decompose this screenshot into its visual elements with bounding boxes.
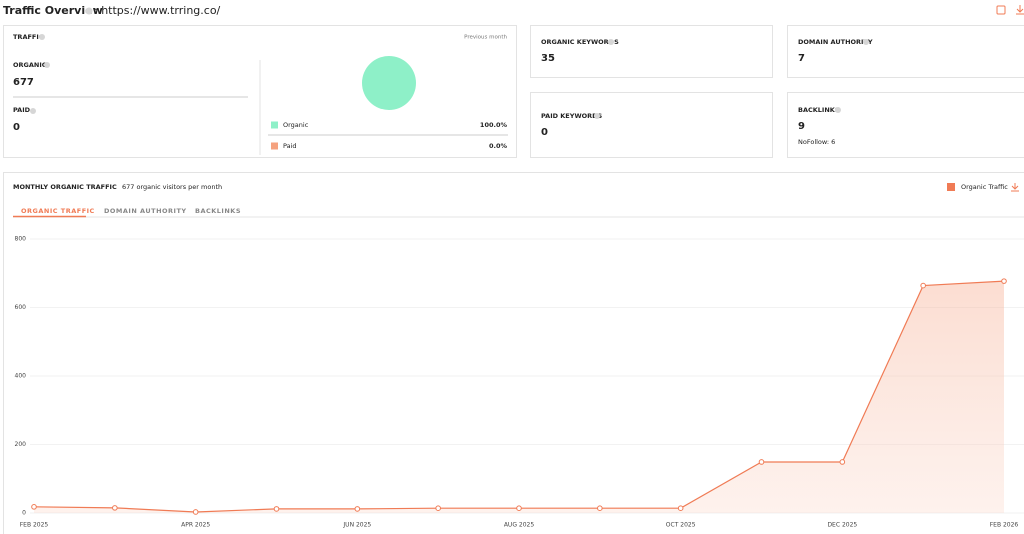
point bbox=[758, 459, 765, 465]
point bbox=[192, 509, 199, 515]
x-tick-label: FEB 2026 bbox=[990, 522, 1019, 529]
info-icon[interactable] bbox=[30, 108, 36, 114]
info-icon[interactable] bbox=[85, 7, 93, 15]
legend-label: Paid bbox=[283, 142, 297, 150]
point bbox=[1001, 278, 1007, 284]
y-tick-label: 200 bbox=[15, 441, 27, 448]
tab[interactable]: ORGANIC TRAFFIC bbox=[21, 207, 95, 215]
metric-value: 9 bbox=[798, 121, 805, 132]
site-url: : https://www.trring.co/ bbox=[94, 4, 221, 17]
legend-swatch bbox=[271, 121, 278, 129]
metric-card bbox=[530, 25, 773, 78]
legend-swatch bbox=[271, 142, 278, 150]
info-icon[interactable] bbox=[39, 34, 45, 40]
point bbox=[435, 505, 441, 512]
area bbox=[34, 281, 1004, 513]
metric-card bbox=[530, 92, 773, 158]
legend-label: Organic bbox=[283, 121, 309, 129]
y-tick-label: 0 bbox=[22, 510, 26, 517]
metric-value: 7 bbox=[798, 53, 805, 64]
download-icon[interactable] bbox=[1016, 5, 1024, 15]
info-icon[interactable] bbox=[608, 39, 614, 45]
point bbox=[354, 506, 361, 512]
nofollow-count: NoFollow: 6 bbox=[798, 138, 835, 146]
paid-label: PAID bbox=[13, 106, 31, 114]
x-tick-label: DEC 2025 bbox=[827, 522, 857, 529]
tab[interactable]: DOMAIN AUTHORITY bbox=[104, 207, 187, 215]
metric-value: 0 bbox=[541, 127, 548, 138]
metric-value: 35 bbox=[541, 53, 555, 64]
y-tick-label: 400 bbox=[15, 373, 27, 380]
traffic-pie: Organic 100.0% Paid 0.0% bbox=[271, 56, 507, 150]
traffic-label: TRAFFIC bbox=[13, 33, 44, 41]
legend-value: 100.0% bbox=[480, 121, 508, 129]
tab[interactable]: BACKLINKS bbox=[195, 207, 241, 215]
edit-icon[interactable] bbox=[996, 5, 1006, 15]
organic-label: ORGANIC bbox=[13, 61, 47, 69]
metric-label: BACKLINKS bbox=[798, 106, 840, 114]
y-tick-label: 600 bbox=[15, 304, 27, 311]
organic-value: 677 bbox=[13, 77, 34, 88]
point bbox=[920, 282, 926, 289]
legend-swatch bbox=[947, 183, 955, 191]
point bbox=[31, 504, 37, 510]
x-tick-label: AUG 2025 bbox=[504, 522, 535, 529]
download-icon[interactable] bbox=[1011, 183, 1019, 192]
metric-label: ORGANIC KEYWORDS bbox=[541, 38, 619, 46]
info-icon[interactable] bbox=[835, 107, 841, 113]
metric-label: PAID KEYWORDS bbox=[541, 112, 603, 120]
info-icon[interactable] bbox=[44, 62, 50, 68]
point bbox=[112, 505, 118, 511]
x-tick-label: JUN 2025 bbox=[342, 522, 371, 529]
plot: 0 200 400 600 800 FEB 2025 APR 2025 JUN 2025 AUG… bbox=[15, 183, 1024, 529]
point bbox=[273, 506, 280, 512]
point bbox=[516, 505, 522, 512]
point bbox=[597, 505, 603, 512]
info-icon[interactable] bbox=[863, 39, 869, 45]
x-tick-label: FEB 2025 bbox=[20, 522, 49, 529]
info-icon[interactable] bbox=[594, 113, 600, 119]
pie-slice bbox=[362, 56, 416, 110]
legend-label: Organic Traffic bbox=[961, 183, 1008, 191]
metric-label: DOMAIN AUTHORITY bbox=[798, 38, 873, 46]
chart-title: MONTHLY ORGANIC TRAFFIC bbox=[13, 183, 117, 191]
y-tick-label: 800 bbox=[15, 236, 27, 243]
point bbox=[677, 505, 684, 512]
metric-card bbox=[787, 92, 1024, 158]
metric-card bbox=[787, 25, 1024, 78]
x-tick-label: APR 2025 bbox=[181, 522, 210, 529]
period-label: Previous month bbox=[464, 35, 507, 41]
legend-value: 0.0% bbox=[489, 142, 508, 150]
x-tick-label: OCT 2025 bbox=[666, 522, 696, 529]
paid-value: 0 bbox=[13, 122, 20, 133]
point bbox=[839, 459, 846, 465]
chart-subtitle: 677 organic visitors per month bbox=[122, 183, 222, 191]
page-title: Traffic Overview bbox=[3, 4, 103, 17]
